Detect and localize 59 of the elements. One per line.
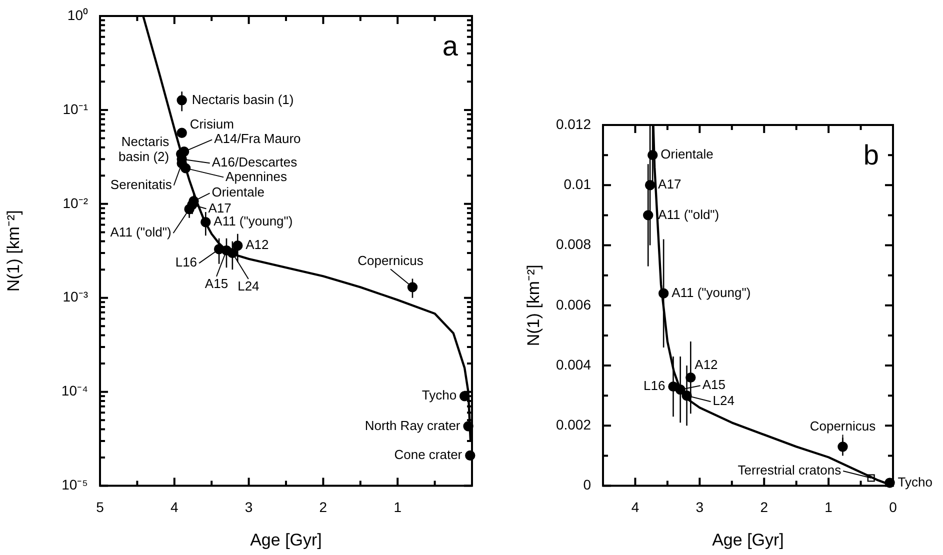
x-tick-label: 4: [170, 499, 178, 516]
x-axis-title: Age [Gyr]: [712, 530, 784, 550]
x-tick-label: 2: [760, 499, 768, 516]
annotation: A17: [208, 200, 232, 216]
annotation: a: [442, 30, 458, 62]
annotation: A11 ("old"): [110, 224, 172, 240]
y-tick-label: 10⁰: [67, 6, 88, 23]
annotation: Tycho: [422, 388, 457, 403]
x-tick-label: 2: [319, 499, 328, 516]
x-tick-label: 4: [631, 499, 640, 516]
annotation: A11 ("old"): [658, 206, 720, 222]
y-tick-label: 0: [583, 476, 592, 493]
annotation: A15: [702, 377, 726, 392]
annotation: Copernicus: [358, 252, 424, 268]
annotation: Tycho: [898, 474, 932, 490]
y-tick-label: 0.004: [556, 356, 592, 372]
annotation: Serenitatis: [110, 176, 172, 192]
annotation: North Ray crater: [364, 418, 461, 433]
annotation: Crisium: [190, 116, 234, 132]
y-axis-title: N(1) [km⁻²]: [4, 210, 23, 292]
annotation: L16: [175, 254, 198, 270]
annotation: Orientale: [212, 184, 264, 200]
annotation: Nectaris basin (1): [192, 92, 294, 107]
x-axis-title: Age [Gyr]: [250, 530, 322, 550]
y-tick-label: 0.002: [556, 416, 592, 433]
y-tick-label: 10⁻⁴: [61, 382, 88, 399]
y-tick-label: 0.012: [556, 116, 592, 132]
x-tick-label: 1: [824, 499, 833, 516]
annotation: A16/Descartes: [212, 154, 298, 170]
y-tick-label: 0.008: [556, 236, 592, 252]
annotation: Copernicus: [810, 418, 876, 434]
y-tick-label: 0.006: [556, 296, 592, 312]
y-tick-label: 10⁻²: [62, 194, 88, 211]
annotation: Apennines: [226, 168, 288, 184]
y-tick-label: 0.01: [564, 176, 592, 192]
annotation: A12: [694, 357, 718, 372]
x-tick-label: 5: [96, 499, 104, 516]
annotation: Terrestrial cratons: [738, 462, 842, 478]
annotation: Nectaris basin (2): [118, 134, 170, 164]
y-tick-label: 10⁻³: [62, 288, 88, 305]
annotation: A17: [658, 176, 682, 192]
annotation: L24: [238, 278, 260, 294]
annotation: A11 ("young"): [672, 284, 751, 300]
x-tick-label: 3: [244, 499, 253, 516]
annotation: A14/Fra Mauro: [214, 131, 301, 146]
y-tick-label: 10⁻⁵: [62, 476, 88, 493]
annotation: A15: [204, 276, 228, 291]
annotation: L16: [644, 378, 666, 394]
x-tick-label: 3: [696, 499, 704, 516]
y-axis-title: N(1) [km⁻²]: [524, 264, 543, 346]
y-tick-label: 10⁻¹: [62, 100, 88, 117]
annotation: Cone crater: [394, 447, 463, 462]
annotation: b: [863, 140, 879, 171]
annotation: A11 ("young"): [214, 214, 293, 229]
annotation: Orientale: [660, 146, 714, 162]
annotation: L24: [712, 393, 734, 408]
x-tick-label: 0: [889, 499, 898, 516]
x-tick-label: 1: [394, 499, 402, 516]
annotation: A12: [246, 237, 269, 252]
